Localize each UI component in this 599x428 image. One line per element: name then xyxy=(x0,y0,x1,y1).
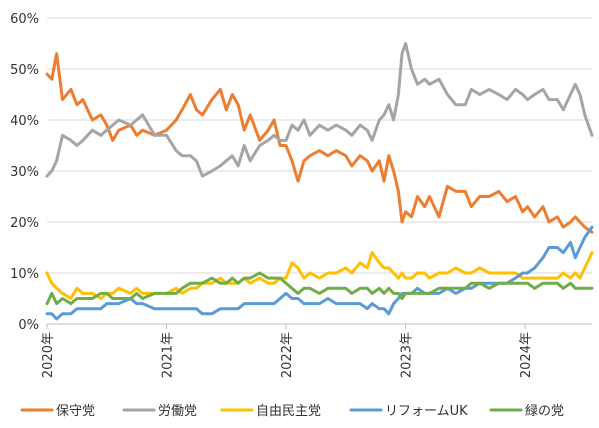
x-tick-label: 2020年 xyxy=(41,332,56,378)
y-tick-label: 50% xyxy=(10,63,39,78)
y-tick-label: 40% xyxy=(10,114,39,129)
legend-label: リフォームUK xyxy=(385,404,468,419)
y-tick-label: 10% xyxy=(10,267,39,282)
legend-label: 保守党 xyxy=(56,404,95,419)
x-tick-labels: 2020年 2021年 2022年 2023年 2024年 xyxy=(41,332,534,378)
series-line-3 xyxy=(45,251,594,300)
legend-label: 労働党 xyxy=(158,404,197,419)
y-tick-label: 0% xyxy=(18,318,39,333)
gridlines xyxy=(47,17,592,274)
x-tick-label: 2022年 xyxy=(280,332,295,378)
series-lines xyxy=(45,42,594,321)
axes xyxy=(46,323,592,329)
legend-label: 緑の党 xyxy=(525,404,564,419)
series-line-1 xyxy=(45,52,594,234)
series-line-2 xyxy=(45,42,594,178)
series-line-5 xyxy=(45,271,594,306)
x-tick-label: 2021年 xyxy=(161,332,176,378)
x-tick-label: 2023年 xyxy=(400,332,415,378)
y-tick-label: 20% xyxy=(10,216,39,231)
y-tick-label: 60% xyxy=(10,12,39,27)
y-tick-label: 30% xyxy=(10,165,39,180)
legend: 保守党 労働党 自由民主党 リフォームUK 緑の党 xyxy=(20,404,564,419)
y-tick-labels: 0% 10% 20% 30% 40% 50% 60% xyxy=(10,12,39,333)
legend-label: 自由民主党 xyxy=(256,404,321,419)
x-tick-label: 2024年 xyxy=(519,332,534,378)
